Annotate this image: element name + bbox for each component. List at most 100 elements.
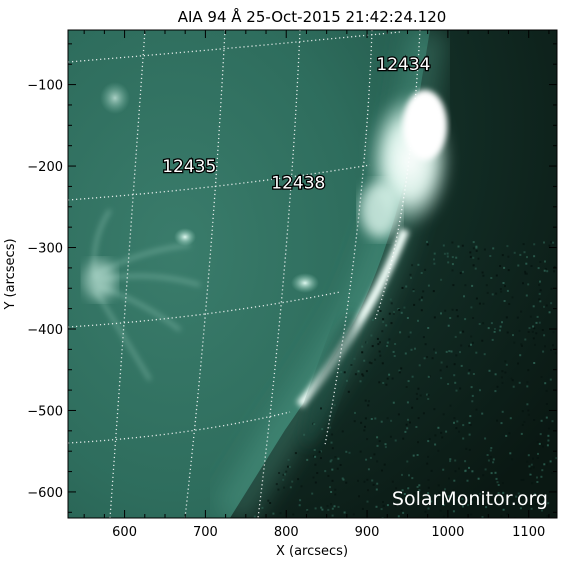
noise-pixel (399, 331, 402, 334)
noise-pixel (364, 417, 367, 420)
noise-pixel (536, 315, 539, 318)
noise-pixel (382, 501, 384, 503)
noise-pixel (391, 377, 394, 380)
noise-pixel (311, 492, 314, 495)
noise-pixel (543, 492, 546, 495)
noise-pixel (485, 284, 488, 287)
active-region-labels: 12434 12435 12438 (161, 54, 432, 195)
noise-pixel (462, 270, 464, 273)
noise-pixel (499, 265, 502, 267)
noise-pixel (440, 377, 443, 380)
noise-pixel (501, 482, 504, 485)
noise-pixel (427, 440, 430, 443)
noise-pixel (423, 357, 426, 360)
noise-pixel (548, 311, 551, 314)
noise-pixel (549, 378, 552, 381)
noise-pixel (528, 465, 531, 468)
noise-pixel (261, 506, 264, 509)
noise-pixel (511, 379, 514, 382)
noise-pixel (443, 252, 446, 255)
noise-pixel (440, 431, 443, 434)
noise-pixel (386, 377, 389, 380)
noise-pixel (415, 426, 418, 428)
noise-pixel (545, 416, 548, 419)
noise-pixel (386, 417, 389, 420)
noise-pixel (420, 272, 423, 274)
noise-pixel (330, 491, 333, 493)
noise-pixel (407, 335, 410, 338)
noise-pixel (341, 430, 344, 433)
noise-pixel (416, 454, 419, 456)
noise-pixel (379, 354, 382, 357)
noise-pixel (482, 322, 485, 325)
noise-pixel (521, 344, 523, 347)
noise-pixel (426, 462, 429, 465)
noise-pixel (552, 457, 554, 460)
noise-pixel (419, 394, 422, 397)
noise-pixel (439, 509, 442, 512)
noise-pixel (375, 488, 378, 491)
noise-pixel (464, 284, 467, 287)
noise-pixel (547, 502, 550, 505)
noise-pixel (361, 507, 364, 510)
noise-pixel (526, 403, 529, 406)
noise-pixel (422, 290, 425, 293)
noise-pixel (373, 453, 376, 456)
noise-pixel (547, 439, 550, 442)
noise-pixel (471, 400, 474, 403)
noise-pixel (449, 317, 452, 319)
noise-pixel (403, 516, 406, 518)
noise-pixel (452, 510, 455, 513)
noise-pixel (384, 446, 387, 449)
noise-pixel (505, 434, 508, 437)
noise-pixel (453, 374, 456, 377)
noise-pixel (300, 485, 303, 488)
noise-pixel (329, 426, 332, 429)
noise-pixel (464, 460, 467, 463)
x-tick-label: 900 (355, 525, 380, 540)
noise-pixel (442, 468, 445, 471)
noise-pixel (424, 510, 427, 513)
noise-pixel (437, 484, 440, 487)
noise-pixel (358, 495, 360, 498)
noise-pixel (313, 423, 316, 426)
noise-pixel (336, 467, 339, 470)
noise-pixel (447, 495, 450, 498)
active-region-label: 12438 (271, 173, 325, 193)
noise-pixel (442, 503, 445, 506)
noise-pixel (454, 381, 457, 384)
noise-pixel (409, 421, 411, 424)
noise-pixel (427, 375, 430, 378)
noise-pixel (359, 380, 362, 383)
noise-pixel (552, 344, 554, 347)
noise-pixel (414, 347, 416, 350)
noise-pixel (394, 343, 397, 345)
noise-pixel (532, 305, 535, 308)
noise-pixel (489, 255, 492, 257)
noise-pixel (313, 449, 316, 451)
noise-pixel (543, 305, 545, 308)
noise-pixel (493, 330, 496, 333)
noise-pixel (361, 345, 364, 348)
noise-pixel (378, 440, 381, 443)
noise-pixel (468, 369, 471, 372)
noise-pixel (532, 466, 535, 469)
noise-pixel (372, 483, 375, 486)
noise-pixel (499, 288, 502, 290)
noise-pixel (410, 348, 413, 351)
noise-pixel (478, 323, 481, 325)
noise-pixel (482, 302, 485, 305)
noise-pixel (467, 372, 470, 375)
noise-pixel (312, 476, 315, 479)
noise-pixel (394, 439, 397, 442)
noise-pixel (406, 460, 409, 463)
noise-pixel (503, 300, 506, 302)
noise-pixel (462, 424, 465, 427)
noise-pixel (407, 418, 409, 421)
noise-pixel (506, 289, 509, 292)
noise-pixel (321, 508, 324, 511)
noise-pixel (483, 248, 486, 251)
noise-pixel (528, 327, 531, 330)
noise-pixel (445, 430, 448, 433)
noise-pixel (426, 393, 429, 396)
